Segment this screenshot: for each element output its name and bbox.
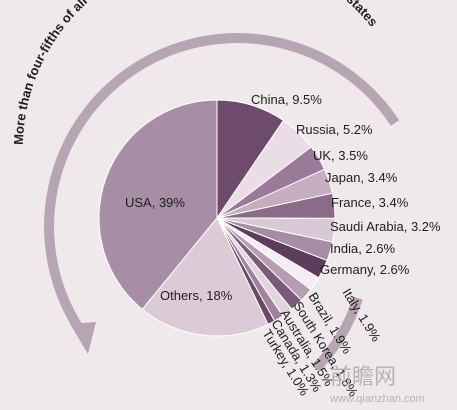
pie-slice-usa (98, 99, 218, 310)
slice-label-france: France, 3.4% (331, 195, 409, 210)
pie-slice-others (141, 217, 269, 337)
curved-arrow-shaft-lower (312, 296, 363, 372)
slice-label-usa: USA, 39% (125, 195, 185, 210)
slice-label-russia: Russia, 5.2% (296, 122, 373, 137)
watermark-url: www.qianzhan.com (329, 393, 425, 405)
slice-label-japan: Japan, 3.4% (325, 170, 398, 185)
slice-label-india: India, 2.6% (330, 241, 395, 256)
slice-label-uk: UK, 3.5% (313, 148, 368, 163)
slice-label-saudi-arabia: Saudi Arabia, 3.2% (330, 219, 441, 234)
curved-arrow-shaft (44, 33, 400, 333)
curved-arrow-head (70, 322, 96, 354)
slice-label-germany: Germany, 2.6% (320, 262, 410, 277)
slice-label-others: Others, 18% (160, 288, 233, 303)
watermark-brand: 前瞻网 (330, 364, 396, 389)
slice-label-china: China, 9.5% (251, 92, 322, 107)
